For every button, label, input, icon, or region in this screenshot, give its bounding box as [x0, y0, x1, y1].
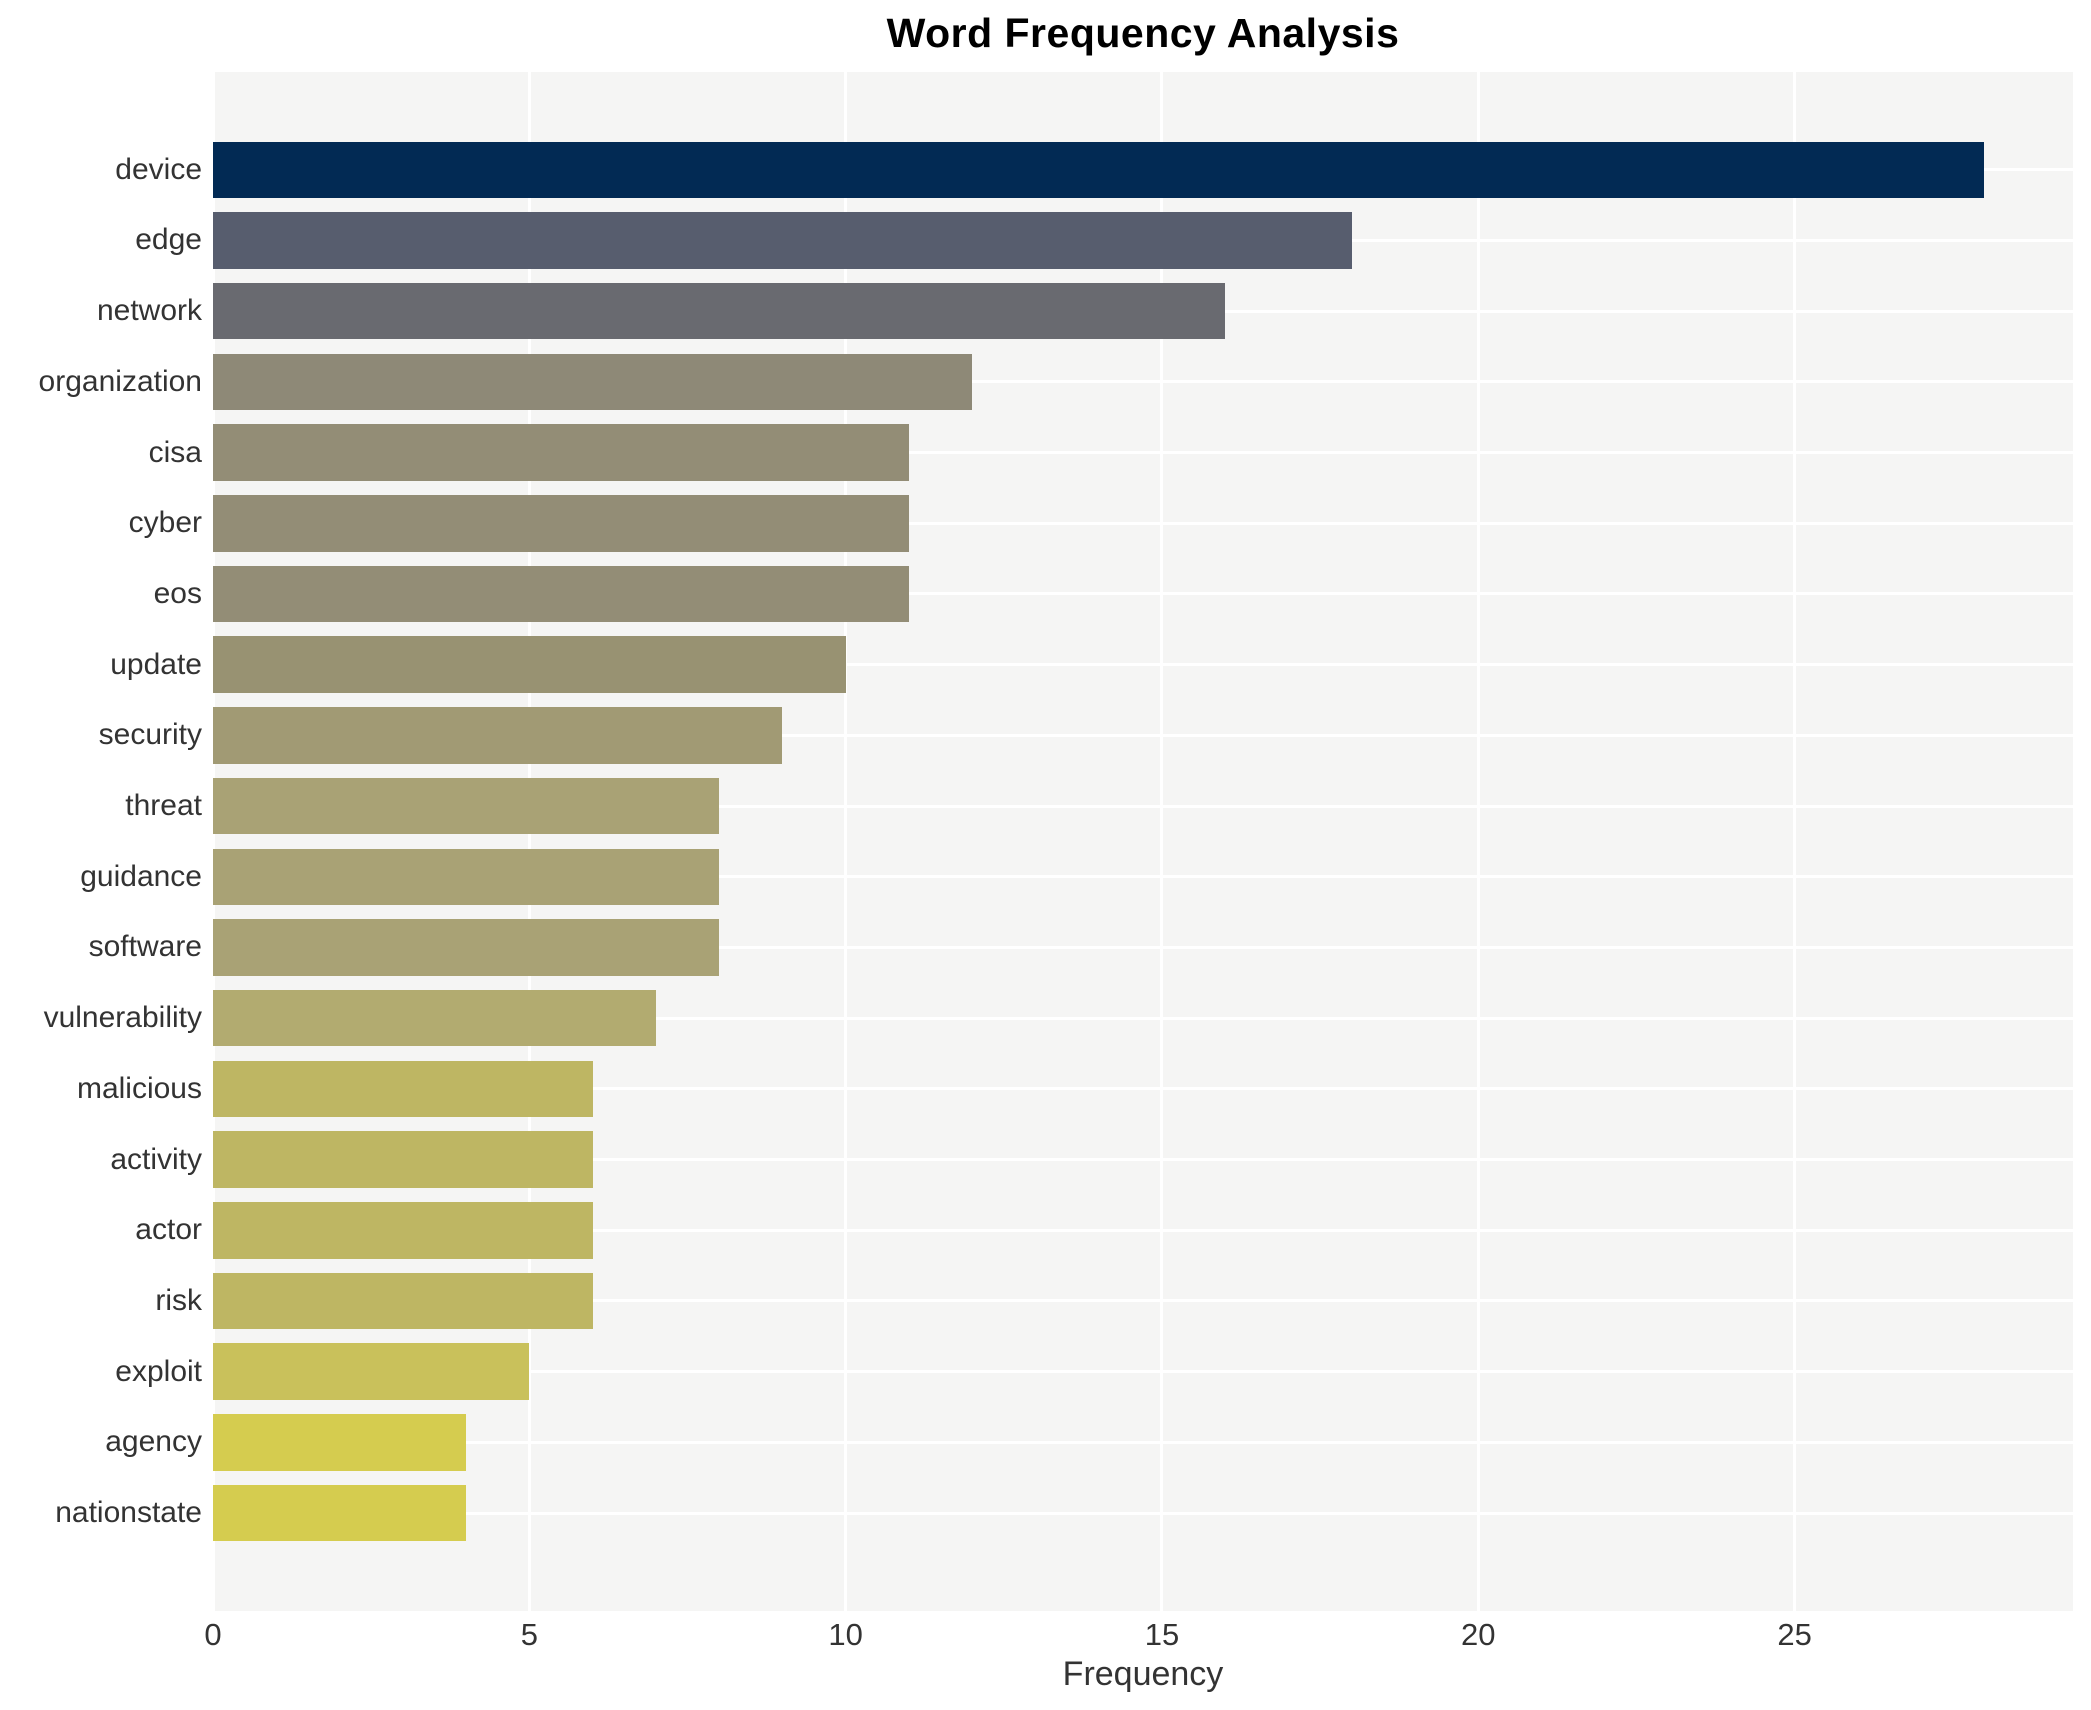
bar-security — [213, 707, 783, 764]
y-tick-label-network: network — [96, 294, 202, 328]
gridline-y-nationstate — [213, 1511, 2073, 1515]
gridline-y-guidance — [213, 875, 2073, 879]
gridline-y-activity — [213, 1158, 2073, 1162]
plot-area — [211, 72, 2073, 1611]
gridline-x-25 — [1793, 72, 1797, 1611]
gridline-y-update — [213, 663, 2073, 667]
gridline-x-5 — [527, 72, 531, 1611]
bar-risk — [213, 1272, 593, 1330]
gridline-y-software — [213, 945, 2073, 949]
gridline-y-malicious — [213, 1087, 2073, 1091]
gridline-y-exploit — [213, 1370, 2073, 1374]
x-tick-label-25: 25 — [1777, 1617, 1812, 1652]
bar-vulnerability — [213, 989, 656, 1047]
y-tick-label-device: device — [115, 152, 202, 186]
y-tick-label-activity: activity — [110, 1142, 202, 1176]
y-tick-label-threat: threat — [125, 789, 202, 823]
y-tick-label-update: update — [110, 647, 202, 681]
bar-update — [213, 636, 846, 693]
gridline-y-cisa — [213, 451, 2073, 455]
gridline-y-eos — [213, 592, 2073, 596]
y-tick-label-eos: eos — [153, 576, 202, 610]
bar-guidance — [213, 848, 720, 905]
bar-network — [213, 282, 1226, 340]
gridline-y-security — [213, 733, 2073, 737]
x-tick-label-0: 0 — [204, 1617, 222, 1652]
bar-cyber — [213, 495, 909, 552]
bar-edge — [213, 212, 1352, 269]
y-tick-label-edge: edge — [135, 223, 202, 257]
x-axis-label: Frequency — [1062, 1655, 1224, 1693]
bar-cisa — [213, 424, 909, 481]
bar-agency — [213, 1414, 467, 1471]
y-tick-label-cyber: cyber — [128, 506, 202, 540]
x-tick-label-20: 20 — [1461, 1617, 1496, 1652]
bar-nationstate — [213, 1484, 467, 1542]
y-tick-label-exploit: exploit — [115, 1354, 202, 1388]
bar-actor — [213, 1202, 593, 1259]
gridline-y-vulnerability — [213, 1016, 2073, 1020]
gridline-x-20 — [1476, 72, 1480, 1611]
x-tick-label-10: 10 — [828, 1617, 863, 1652]
chart-title: Word Frequency Analysis — [886, 10, 1400, 56]
gridline-x-15 — [1160, 72, 1164, 1611]
gridline-y-agency — [213, 1440, 2073, 1444]
gridline-y-cyber — [213, 521, 2073, 525]
y-tick-label-organization: organization — [38, 364, 202, 398]
y-tick-label-guidance: guidance — [80, 859, 202, 893]
gridline-y-organization — [213, 380, 2073, 384]
gridline-y-threat — [213, 804, 2073, 808]
bar-malicious — [213, 1060, 593, 1118]
bar-eos — [213, 565, 909, 623]
bar-threat — [213, 777, 720, 835]
y-tick-label-agency: agency — [105, 1425, 202, 1459]
bar-software — [213, 919, 720, 976]
y-tick-label-malicious: malicious — [76, 1071, 202, 1105]
y-tick-label-software: software — [88, 930, 202, 964]
gridline-x-10 — [844, 72, 848, 1611]
y-tick-label-cisa: cisa — [148, 435, 202, 469]
x-tick-label-5: 5 — [520, 1617, 538, 1652]
gridline-y-risk — [213, 1299, 2073, 1303]
gridline-x-0 — [211, 72, 215, 1611]
y-tick-label-actor: actor — [135, 1213, 202, 1247]
bar-activity — [213, 1131, 593, 1188]
y-tick-label-vulnerability: vulnerability — [43, 1001, 202, 1035]
y-tick-label-nationstate: nationstate — [55, 1496, 202, 1530]
y-tick-label-security: security — [98, 718, 202, 752]
x-tick-label-15: 15 — [1144, 1617, 1180, 1652]
gridline-y-actor — [213, 1228, 2073, 1232]
y-tick-label-risk: risk — [155, 1283, 202, 1317]
bar-organization — [213, 353, 973, 411]
bar-exploit — [213, 1343, 530, 1400]
bar-device — [213, 141, 1985, 198]
